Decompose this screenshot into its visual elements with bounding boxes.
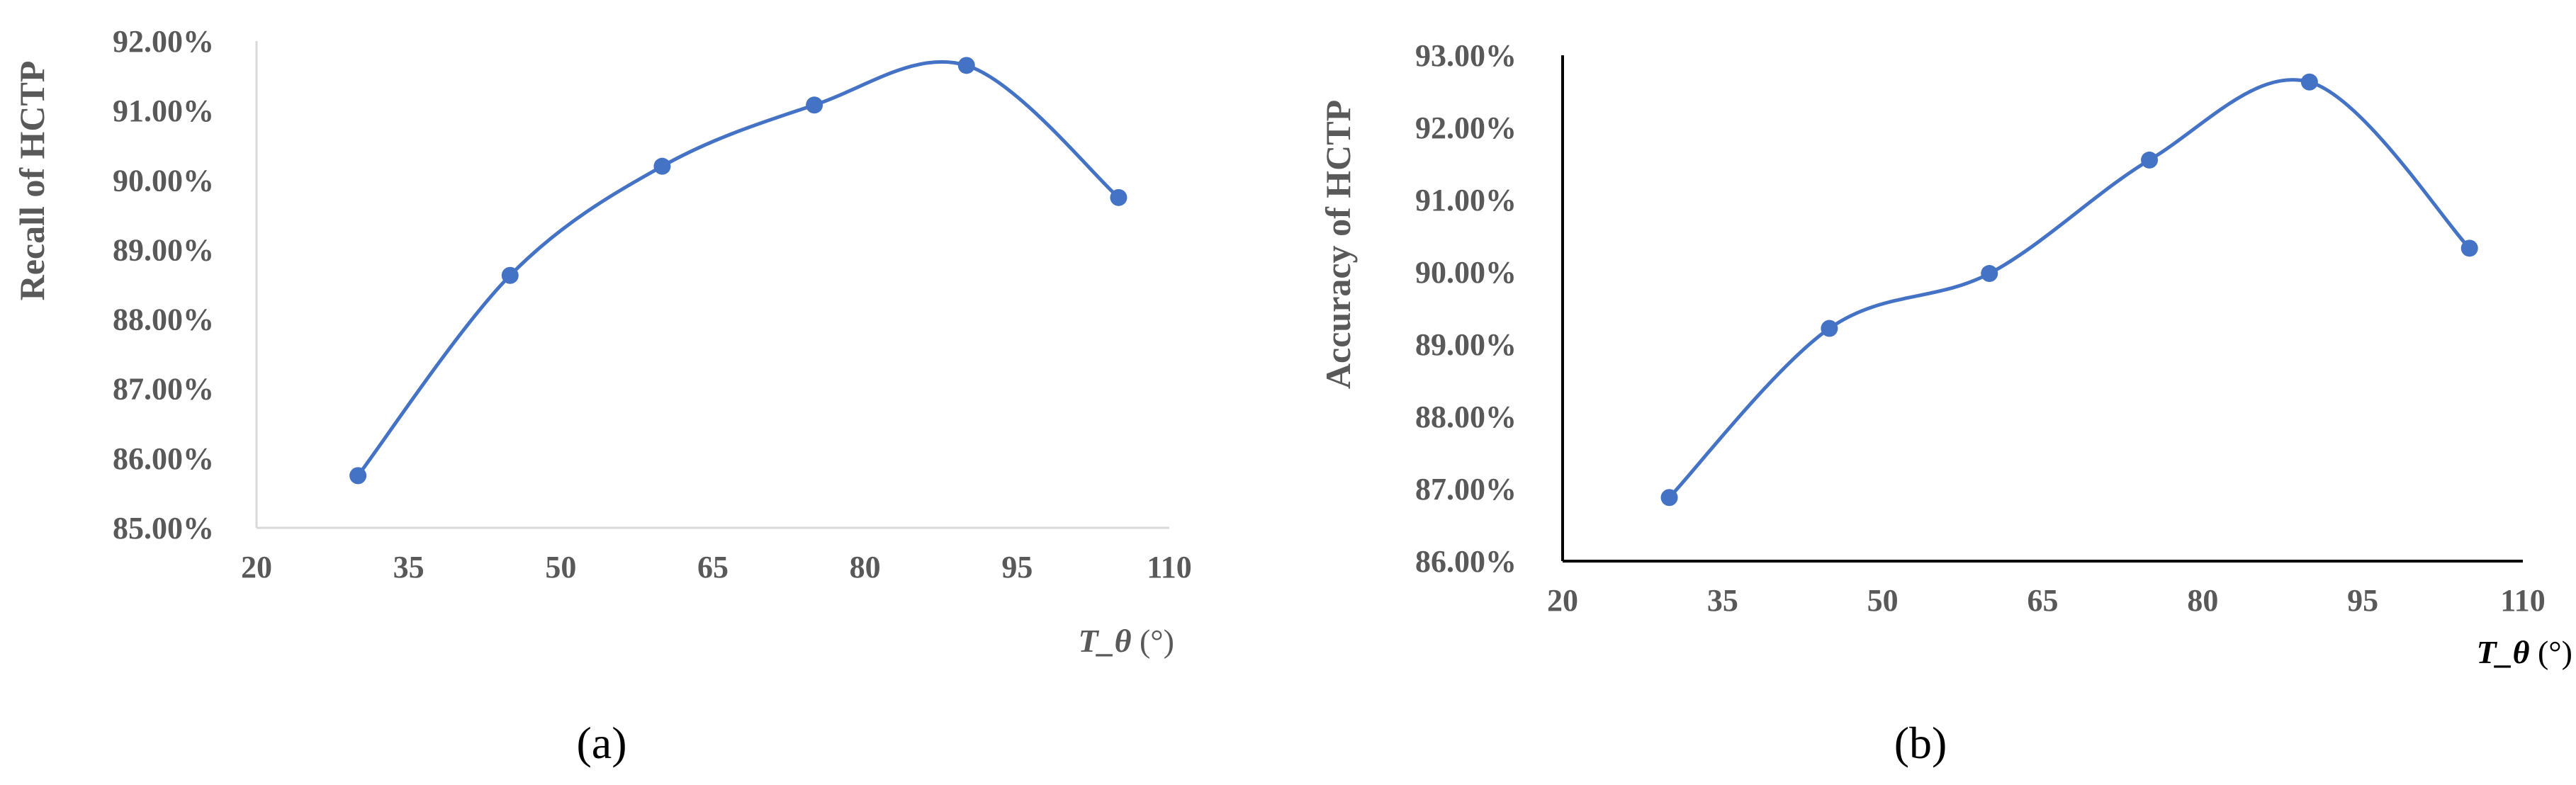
chart-panel-a: 85.00% 86.00% 87.00% 88.00% 89.00% 90.00% 91.0…: [12, 24, 1192, 768]
x-tick-labels-b: 20 35 50 65 80 95 110: [1547, 583, 2546, 618]
y-tick-label: 92.00%: [113, 24, 214, 59]
data-point: [1981, 265, 1998, 283]
x-tick-label: 95: [1001, 550, 1033, 584]
y-tick-label: 88.00%: [1415, 400, 1517, 434]
y-tick-label: 88.00%: [113, 303, 214, 337]
x-axis-title-a: T_θ (°): [1078, 623, 1174, 659]
x-tick-label: 110: [1147, 550, 1192, 584]
series-points-recall: [349, 57, 1127, 485]
panel-label-b: (b): [1894, 718, 1947, 768]
x-tick-label: 35: [393, 550, 424, 584]
y-tick-label: 89.00%: [113, 232, 214, 267]
x-axis-unit-a: (°): [1131, 623, 1174, 659]
y-tick-label: 91.00%: [113, 94, 214, 128]
y-tick-label: 87.00%: [113, 372, 214, 407]
series-line-accuracy: [1667, 78, 2471, 499]
x-axis-title-b: T_θ (°): [2476, 634, 2572, 670]
x-tick-labels-a: 20 35 50 65 80 95 110: [241, 550, 1192, 584]
y-tick-label: 89.00%: [1415, 327, 1517, 362]
series-points-accuracy: [1660, 73, 2478, 507]
data-point: [653, 157, 671, 175]
x-tick-label: 50: [1867, 583, 1899, 618]
data-point: [957, 57, 975, 74]
x-axis-var-a: T_θ: [1078, 623, 1131, 659]
x-tick-label: 110: [2500, 583, 2546, 618]
x-axis-var-b: T_θ: [2476, 634, 2529, 670]
x-tick-label: 50: [545, 550, 576, 584]
y-tick-label: 91.00%: [1415, 183, 1517, 218]
y-axis-title-a: Recall of HCTP: [12, 61, 52, 301]
y-tick-label: 86.00%: [1415, 544, 1517, 579]
y-tick-label: 85.00%: [113, 511, 214, 546]
data-point: [1110, 188, 1127, 206]
y-tick-label: 86.00%: [113, 441, 214, 476]
data-point: [2460, 239, 2478, 257]
data-point: [1821, 320, 1838, 337]
x-tick-label: 20: [1547, 583, 1578, 618]
data-point: [501, 266, 519, 284]
y-tick-label: 92.00%: [1415, 111, 1517, 145]
data-point: [349, 467, 367, 485]
x-tick-label: 65: [2027, 583, 2059, 618]
x-tick-label: 80: [850, 550, 881, 584]
data-point: [2300, 73, 2318, 91]
x-axis-unit-b: (°): [2529, 634, 2572, 670]
x-tick-label: 65: [697, 550, 729, 584]
panel-label-a: (a): [576, 718, 626, 768]
y-tick-label: 93.00%: [1415, 38, 1517, 73]
y-tick-label: 87.00%: [1415, 472, 1517, 507]
data-point: [806, 96, 823, 114]
series-line-recall: [356, 60, 1120, 477]
x-tick-label: 35: [1707, 583, 1738, 618]
data-point: [2141, 151, 2159, 169]
x-tick-label: 20: [241, 550, 272, 584]
y-tick-label: 90.00%: [113, 163, 214, 198]
x-tick-label: 95: [2347, 583, 2378, 618]
data-point: [1660, 489, 1678, 507]
chart-panel-b: 86.00% 87.00% 88.00% 89.00% 90.00% 91.00% 92.0…: [1318, 38, 2572, 768]
y-axis-title-b: Accuracy of HCTP: [1318, 100, 1358, 389]
y-tick-labels-b: 86.00% 87.00% 88.00% 89.00% 90.00% 91.00% 92.0…: [1415, 38, 1517, 579]
y-tick-label: 90.00%: [1415, 255, 1517, 290]
y-tick-labels-a: 85.00% 86.00% 87.00% 88.00% 89.00% 90.00% 91.0…: [113, 24, 214, 546]
x-tick-label: 80: [2187, 583, 2218, 618]
